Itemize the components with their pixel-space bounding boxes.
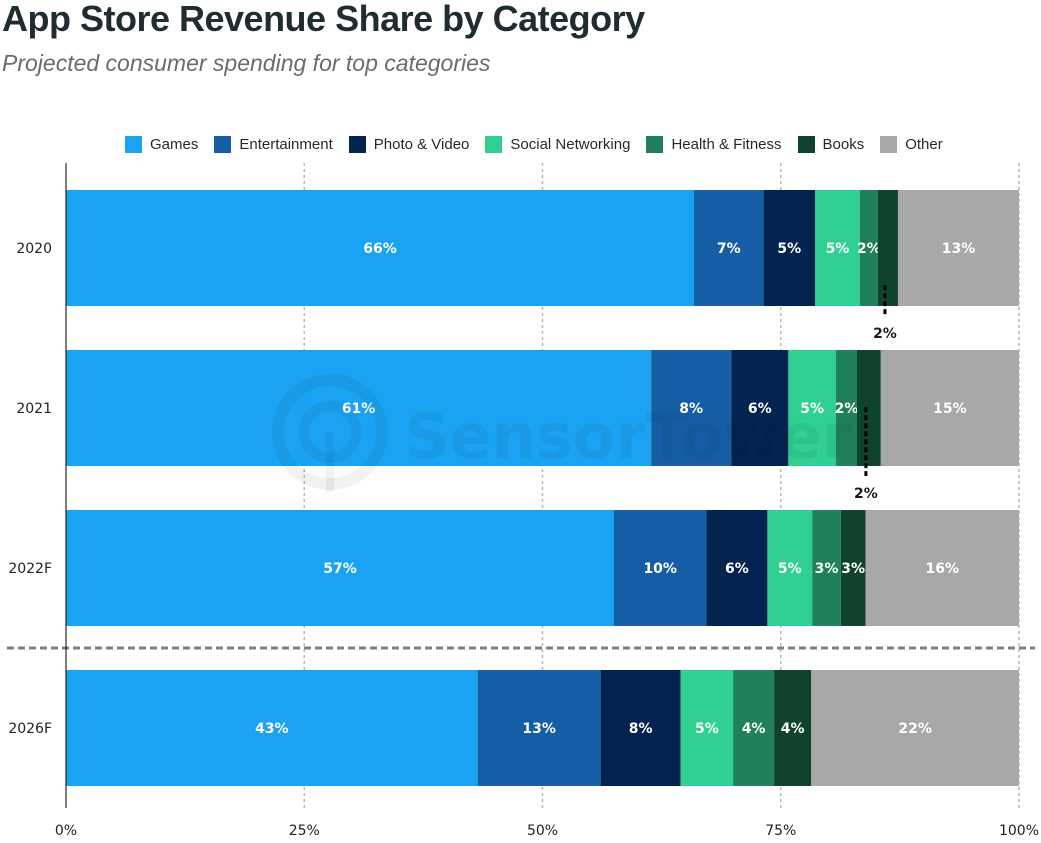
legend-label: Games — [150, 136, 199, 153]
bar-segment-books — [877, 190, 898, 306]
bar-segment-games — [66, 510, 614, 626]
segment-label: 5% — [778, 561, 802, 577]
legend-item-photo-and-video[interactable]: Photo & Video — [348, 136, 470, 153]
segment-label: 2% — [857, 241, 881, 257]
segment-label: 8% — [679, 401, 703, 417]
bar-segment-social-networking — [767, 510, 813, 626]
bar-segment-games — [66, 350, 652, 466]
bar-segment-books — [774, 670, 812, 786]
chart-title: App Store Revenue Share by Category — [2, 0, 645, 39]
legend-swatch — [125, 136, 142, 153]
legend-item-social-networking[interactable]: Social Networking — [485, 136, 630, 153]
legend-swatch — [214, 136, 232, 153]
bar-segment-health-and-fitness — [812, 510, 841, 626]
bar-segment-photo-and-video — [706, 510, 768, 626]
legend-label: Other — [905, 136, 943, 153]
watermark-logo-inner — [299, 401, 361, 463]
legend-swatch — [485, 136, 503, 153]
watermark-logo-ring — [272, 374, 388, 490]
legend-label: Books — [822, 136, 865, 153]
x-tick-label: 75% — [765, 823, 796, 839]
legend-item-health-and-fitness[interactable]: Health & Fitness — [646, 136, 782, 153]
segment-label: 43% — [255, 721, 289, 737]
x-tick-label: 0% — [55, 823, 77, 839]
bar-segment-games — [66, 190, 695, 306]
bar-row-2026f: 43% 13% 8% 5% 4% 4% 22% — [66, 670, 1019, 786]
bar-segment-photo-and-video — [600, 670, 681, 786]
bar-segment-social-networking — [680, 670, 734, 786]
legend: Games Entertainment Photo & Video Social Ne… — [125, 136, 959, 153]
bar-segment-social-networking — [788, 350, 837, 466]
watermark-logo-stem — [326, 432, 334, 492]
legend-label: Entertainment — [239, 136, 333, 153]
segment-label: 10% — [643, 561, 677, 577]
watermark: SensorTower — [272, 374, 853, 492]
segment-label: 16% — [926, 561, 960, 577]
callout-label: 2% — [873, 326, 897, 342]
segment-label: 22% — [898, 721, 932, 737]
bar-segment-other — [865, 510, 1019, 626]
segment-label: 5% — [777, 241, 801, 257]
bar-segment-photo-and-video — [763, 190, 816, 306]
segment-label: 57% — [323, 561, 357, 577]
y-tick-label: 2020 — [16, 241, 52, 257]
segment-label: 15% — [933, 401, 967, 417]
legend-swatch — [646, 136, 664, 153]
bar-segment-books — [856, 350, 881, 466]
bar-segment-other — [811, 670, 1019, 786]
y-tick-label: 2022F — [8, 561, 52, 577]
legend-item-books[interactable]: Books — [797, 136, 865, 153]
segment-label: 5% — [800, 401, 824, 417]
bar-segment-other — [880, 350, 1019, 466]
bar-row-2020: 66% 7% 5% 5% 2% 2% 13% — [66, 190, 1019, 342]
legend-item-games[interactable]: Games — [125, 136, 198, 153]
legend-swatch — [348, 136, 366, 153]
x-tick-label: 100% — [999, 823, 1039, 839]
segment-label: 13% — [522, 721, 556, 737]
segment-label: 5% — [826, 241, 850, 257]
bar-segment-books — [840, 510, 866, 626]
legend-item-other[interactable]: Other — [880, 136, 943, 153]
bar-row-2022f: 57% 10% 6% 5% 3% 3% 16% — [66, 510, 1019, 626]
segment-label: 6% — [748, 401, 772, 417]
legend-label: Health & Fitness — [671, 136, 782, 153]
bar-segment-health-and-fitness — [733, 670, 775, 786]
y-tick-label: 2021 — [16, 401, 52, 417]
bar-segment-health-and-fitness — [836, 350, 857, 466]
segment-label: 4% — [742, 721, 766, 737]
bar-segment-social-networking — [815, 190, 860, 306]
bar-segment-health-and-fitness — [859, 190, 878, 306]
x-tick-label: 25% — [289, 823, 320, 839]
x-tick-label: 50% — [527, 823, 558, 839]
legend-item-entertainment[interactable]: Entertainment — [214, 136, 333, 153]
segment-label: 3% — [815, 561, 839, 577]
segment-label: 6% — [725, 561, 749, 577]
legend-label: Photo & Video — [373, 136, 470, 153]
segment-label: 7% — [717, 241, 741, 257]
bar-segment-entertainment — [651, 350, 732, 466]
bar-segment-entertainment — [613, 510, 707, 626]
bar-segment-entertainment — [477, 670, 601, 786]
bar-segment-games — [66, 670, 478, 786]
segment-label: 61% — [342, 401, 376, 417]
segment-label: 13% — [942, 241, 976, 257]
segment-label: 2% — [835, 401, 859, 417]
bar-segment-entertainment — [694, 190, 764, 306]
legend-swatch — [880, 136, 898, 153]
bar-segment-other — [897, 190, 1019, 306]
watermark-text: SensorTower — [405, 400, 853, 473]
bar-row-2021: 61% 8% 6% 5% 2% 2% 15% — [66, 350, 1019, 502]
segment-label: 8% — [629, 721, 653, 737]
segment-label: 66% — [363, 241, 397, 257]
y-tick-label: 2026F — [8, 721, 52, 737]
legend-label: Social Networking — [510, 136, 631, 153]
segment-label: 4% — [781, 721, 805, 737]
segment-label: 5% — [695, 721, 719, 737]
legend-swatch — [797, 136, 815, 153]
chart-subtitle: Projected consumer spending for top cate… — [2, 50, 491, 76]
callout-label: 2% — [854, 486, 878, 502]
bar-segment-photo-and-video — [731, 350, 789, 466]
segment-label: 3% — [841, 561, 865, 577]
